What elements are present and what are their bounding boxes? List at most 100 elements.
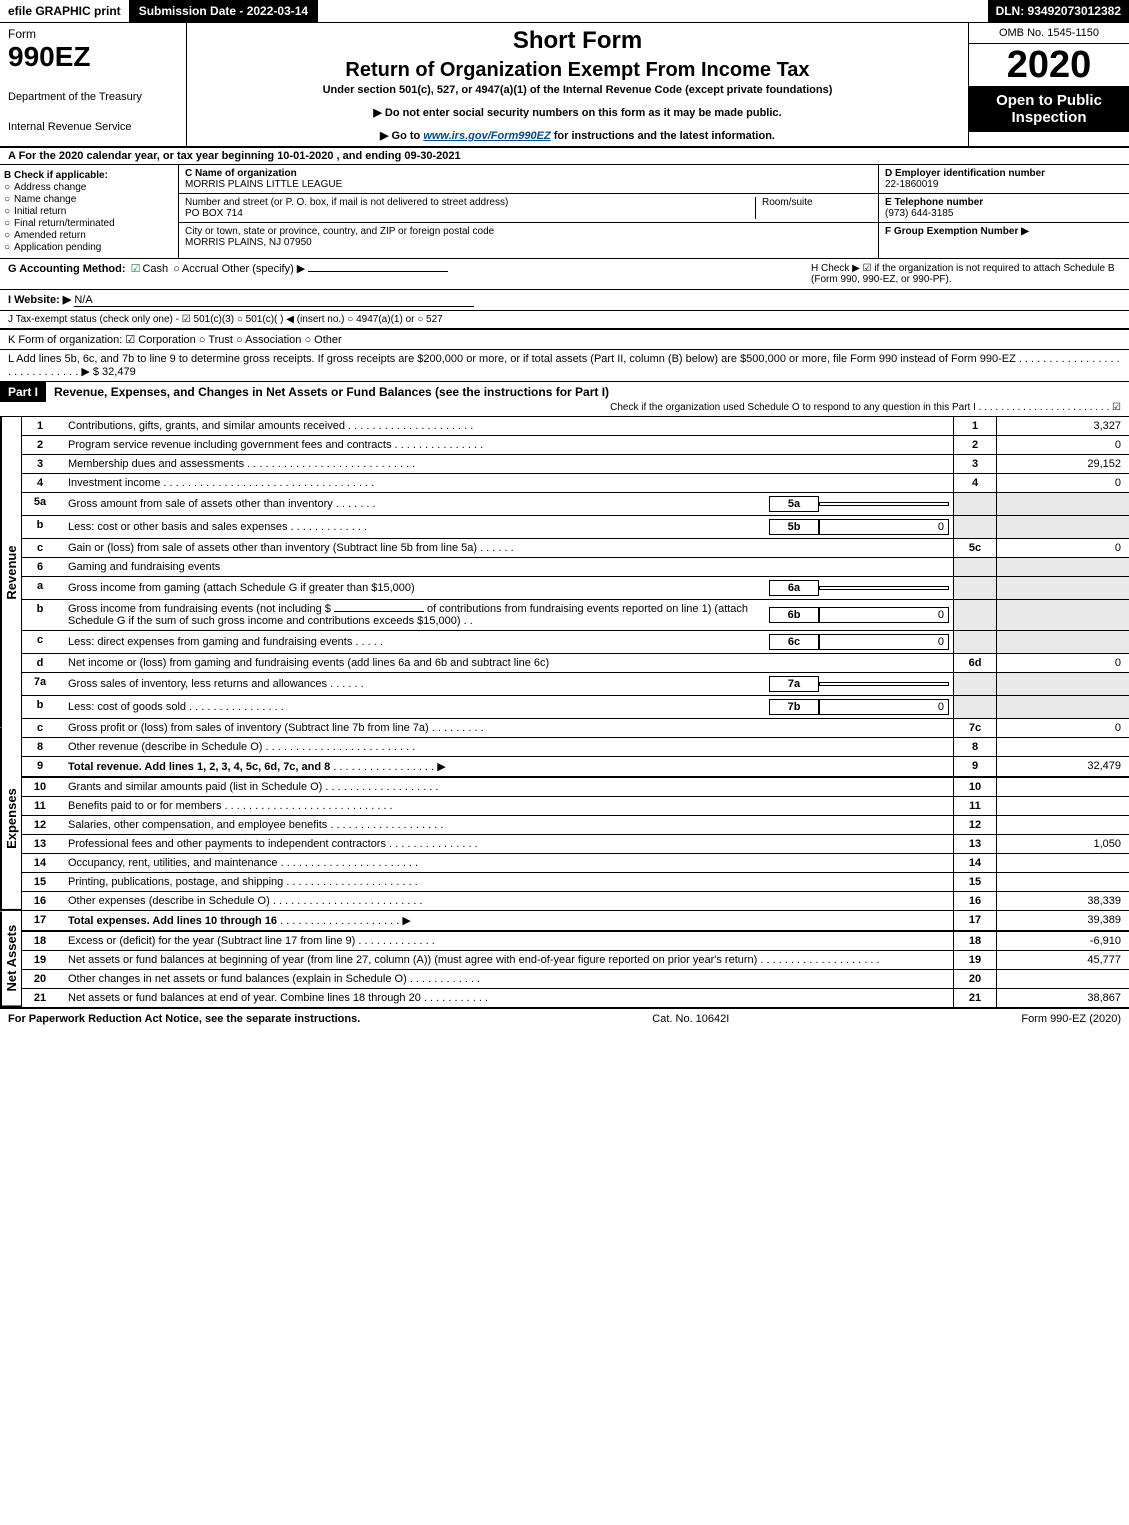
l17-ref: 17 — [954, 911, 997, 932]
l5b-iv: 0 — [819, 519, 949, 535]
l19-val: 45,777 — [997, 951, 1129, 970]
l7a-ic: 7a — [769, 676, 819, 692]
l18-num: 18 — [22, 931, 59, 951]
l7a-num: 7a — [22, 673, 59, 696]
g-other-input[interactable] — [308, 271, 448, 272]
l6d-ref: 6d — [954, 654, 997, 673]
l19-desc: Net assets or fund balances at beginning… — [68, 954, 757, 966]
l6b-contrib-input[interactable] — [334, 611, 424, 612]
city-label: City or town, state or province, country… — [185, 226, 494, 237]
chk-application-pending[interactable]: Application pending — [4, 242, 174, 253]
l15-desc: Printing, publications, postage, and shi… — [68, 876, 283, 888]
l1-num: 1 — [22, 417, 59, 436]
line-5b: b Less: cost or other basis and sales ex… — [22, 516, 1129, 539]
l17-desc: Total expenses. Add lines 10 through 16 — [68, 915, 277, 927]
line-3: 3 Membership dues and assessments . . . … — [22, 455, 1129, 474]
l5a-num: 5a — [22, 493, 59, 516]
footer-mid: Cat. No. 10642I — [360, 1013, 1021, 1025]
d-label: D Employer identification number — [885, 168, 1045, 179]
g-cash: Cash — [142, 263, 168, 275]
l6c-desc: Less: direct expenses from gaming and fu… — [68, 636, 352, 648]
line-7b: b Less: cost of goods sold . . . . . . .… — [22, 696, 1129, 719]
b-label: B Check if applicable: — [4, 170, 174, 181]
header-center: Short Form Return of Organization Exempt… — [187, 23, 968, 146]
line-5c: c Gain or (loss) from sale of assets oth… — [22, 539, 1129, 558]
line-16: 16 Other expenses (describe in Schedule … — [22, 892, 1129, 911]
l21-val: 38,867 — [997, 989, 1129, 1008]
chk-accrual[interactable] — [171, 263, 182, 275]
l21-num: 21 — [22, 989, 59, 1008]
chk-final-return[interactable]: Final return/terminated — [4, 218, 174, 229]
l5a-ic: 5a — [769, 496, 819, 512]
l3-desc: Membership dues and assessments — [68, 458, 244, 470]
line-19: 19 Net assets or fund balances at beginn… — [22, 951, 1129, 970]
irs-link[interactable]: www.irs.gov/Form990EZ — [423, 130, 550, 142]
part1-check-line: Check if the organization used Schedule … — [46, 402, 1129, 416]
line-13: 13 Professional fees and other payments … — [22, 835, 1129, 854]
top-bar: efile GRAPHIC print Submission Date - 20… — [0, 0, 1129, 23]
l19-ref: 19 — [954, 951, 997, 970]
l5b-num: b — [22, 516, 59, 539]
l18-val: -6,910 — [997, 931, 1129, 951]
dln-label: DLN: 93492073012382 — [988, 0, 1129, 22]
dept-treasury: Department of the Treasury — [8, 91, 178, 103]
l2-desc: Program service revenue including govern… — [68, 439, 391, 451]
form-number: 990EZ — [8, 41, 178, 73]
l12-val — [997, 816, 1129, 835]
l7c-val: 0 — [997, 719, 1129, 738]
l6b-num: b — [22, 600, 59, 631]
c-label: C Name of organization — [185, 168, 297, 179]
goto-suffix: for instructions and the latest informat… — [554, 130, 775, 142]
l12-desc: Salaries, other compensation, and employ… — [68, 819, 327, 831]
part1-label: Part I — [0, 382, 46, 402]
l6d-num: d — [22, 654, 59, 673]
l8-num: 8 — [22, 738, 59, 757]
chk-initial-return[interactable]: Initial return — [4, 206, 174, 217]
chk-cash[interactable] — [129, 263, 143, 275]
l-value: 32,479 — [102, 366, 136, 378]
l5c-ref: 5c — [954, 539, 997, 558]
footer: For Paperwork Reduction Act Notice, see … — [0, 1007, 1129, 1029]
l6a-iv — [819, 586, 949, 590]
l11-ref: 11 — [954, 797, 997, 816]
header-right: OMB No. 1545-1150 2020 Open to Public In… — [968, 23, 1129, 146]
line-8: 8 Other revenue (describe in Schedule O)… — [22, 738, 1129, 757]
l6b-iv: 0 — [819, 607, 949, 623]
line-4: 4 Investment income . . . . . . . . . . … — [22, 474, 1129, 493]
col-def: D Employer identification number 22-1860… — [878, 165, 1129, 258]
l1-ref: 1 — [954, 417, 997, 436]
l3-num: 3 — [22, 455, 59, 474]
l13-num: 13 — [22, 835, 59, 854]
l13-val: 1,050 — [997, 835, 1129, 854]
side-net-assets: Net Assets — [0, 911, 21, 1007]
l5a-iv — [819, 502, 949, 506]
l5b-desc: Less: cost or other basis and sales expe… — [68, 521, 288, 533]
chk-name-change[interactable]: Name change — [4, 194, 174, 205]
l9-val: 32,479 — [997, 757, 1129, 778]
l1-val: 3,327 — [997, 417, 1129, 436]
row-j-tax-exempt: J Tax-exempt status (check only one) - ☑… — [0, 311, 1129, 329]
l6b-ic: 6b — [769, 607, 819, 623]
title-short-form: Short Form — [195, 27, 960, 55]
l-text: L Add lines 5b, 6c, and 7b to line 9 to … — [8, 353, 1120, 378]
l7a-iv — [819, 682, 949, 686]
l16-val: 38,339 — [997, 892, 1129, 911]
l16-ref: 16 — [954, 892, 997, 911]
side-labels: Revenue Expenses Net Assets — [0, 417, 21, 1007]
l18-desc: Excess or (deficit) for the year (Subtra… — [68, 935, 355, 947]
l6c-iv: 0 — [819, 634, 949, 650]
city-value: MORRIS PLAINS, NJ 07950 — [185, 237, 312, 248]
l15-val — [997, 873, 1129, 892]
l4-val: 0 — [997, 474, 1129, 493]
line-7c: c Gross profit or (loss) from sales of i… — [22, 719, 1129, 738]
line-11: 11 Benefits paid to or for members . . .… — [22, 797, 1129, 816]
l2-num: 2 — [22, 436, 59, 455]
line-21: 21 Net assets or fund balances at end of… — [22, 989, 1129, 1008]
chk-address-change[interactable]: Address change — [4, 182, 174, 193]
header-left: Form 990EZ Department of the Treasury In… — [0, 23, 187, 146]
l17-num: 17 — [22, 911, 59, 932]
chk-amended-return[interactable]: Amended return — [4, 230, 174, 241]
org-name: MORRIS PLAINS LITTLE LEAGUE — [185, 179, 342, 190]
part1-header-row: Part I Revenue, Expenses, and Changes in… — [0, 381, 1129, 417]
footer-right: Form 990-EZ (2020) — [1021, 1013, 1121, 1025]
